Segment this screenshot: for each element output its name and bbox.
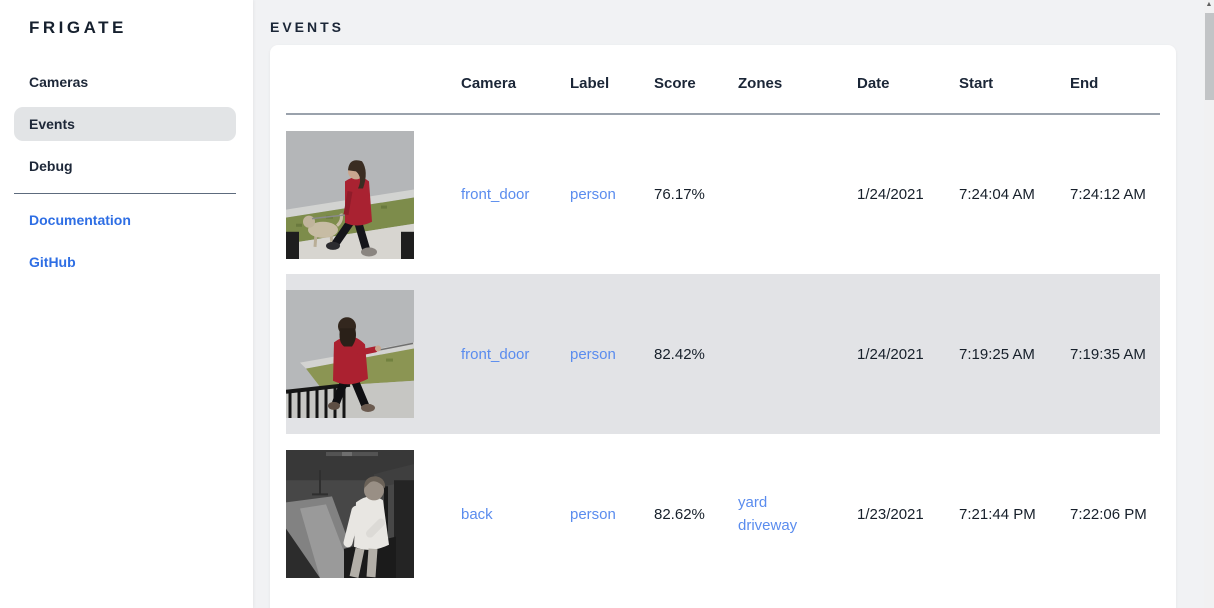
column-end: End (1070, 45, 1160, 115)
table-row: back person 82.62% yard driveway 1/23/20… (286, 434, 1160, 594)
sidebar-nav: Cameras Events Debug Documentation GitHu… (0, 65, 253, 279)
scroll-up-icon[interactable]: ▲ (1205, 1, 1213, 8)
sidebar-item-cameras[interactable]: Cameras (29, 74, 89, 90)
events-card: Camera Label Score Zones Date Start End (270, 45, 1176, 608)
end-value: 7:24:12 AM (1070, 186, 1146, 203)
events-table: Camera Label Score Zones Date Start End (286, 45, 1160, 594)
start-value: 7:19:25 AM (959, 345, 1035, 363)
zones-cell (738, 274, 857, 434)
zones-cell: yard driveway (738, 434, 857, 594)
label-link[interactable]: person (570, 186, 616, 203)
end-value: 7:22:06 PM (1070, 505, 1147, 523)
camera-link[interactable]: front_door (461, 186, 530, 203)
scrollbar-thumb[interactable] (1205, 13, 1214, 100)
score-value: 82.62% (654, 505, 705, 523)
event-thumbnail[interactable] (286, 450, 414, 578)
column-camera: Camera (461, 45, 570, 115)
column-start: Start (959, 45, 1070, 115)
table-header-row: Camera Label Score Zones Date Start End (286, 45, 1160, 115)
start-value: 7:24:04 AM (959, 186, 1035, 203)
column-date: Date (857, 45, 959, 115)
column-score: Score (654, 45, 738, 115)
main-content: EVENTS Camera Label Score Zones Date Sta… (253, 0, 1204, 608)
app-logo: FRIGATE (29, 18, 127, 37)
sidebar: FRIGATE Cameras Events Debug Documentati… (0, 0, 253, 608)
sidebar-item-debug[interactable]: Debug (29, 158, 73, 174)
camera-link[interactable]: front_door (461, 345, 530, 363)
column-zones: Zones (738, 45, 857, 115)
sidebar-item-events[interactable]: Events (14, 107, 236, 141)
sidebar-link-documentation[interactable]: Documentation (29, 212, 131, 228)
label-link[interactable]: person (570, 345, 616, 363)
date-value: 1/23/2021 (857, 505, 924, 523)
table-row-highlighted: front_door person 82.42% 1/24/2021 7:19:… (286, 274, 1160, 434)
end-value: 7:19:35 AM (1070, 345, 1146, 363)
date-value: 1/24/2021 (857, 186, 924, 203)
page-title: EVENTS (270, 19, 345, 35)
camera-link[interactable]: back (461, 505, 493, 523)
score-value: 82.42% (654, 345, 705, 363)
date-value: 1/24/2021 (857, 345, 924, 363)
sidebar-divider (14, 193, 236, 194)
zones-cell (738, 114, 857, 274)
score-value: 76.17% (654, 186, 705, 203)
table-row: front_door person 76.17% 1/24/2021 7:24:… (286, 114, 1160, 274)
column-label: Label (570, 45, 654, 115)
vertical-scrollbar[interactable]: ▲ (1204, 0, 1214, 608)
zone-link[interactable]: yard (738, 493, 768, 511)
event-thumbnail[interactable] (286, 290, 414, 418)
label-link[interactable]: person (570, 505, 616, 523)
event-thumbnail[interactable] (286, 130, 414, 259)
column-thumbnail (286, 45, 461, 115)
zone-link[interactable]: driveway (738, 517, 798, 534)
start-value: 7:21:44 PM (959, 505, 1036, 523)
sidebar-link-github[interactable]: GitHub (29, 254, 76, 270)
